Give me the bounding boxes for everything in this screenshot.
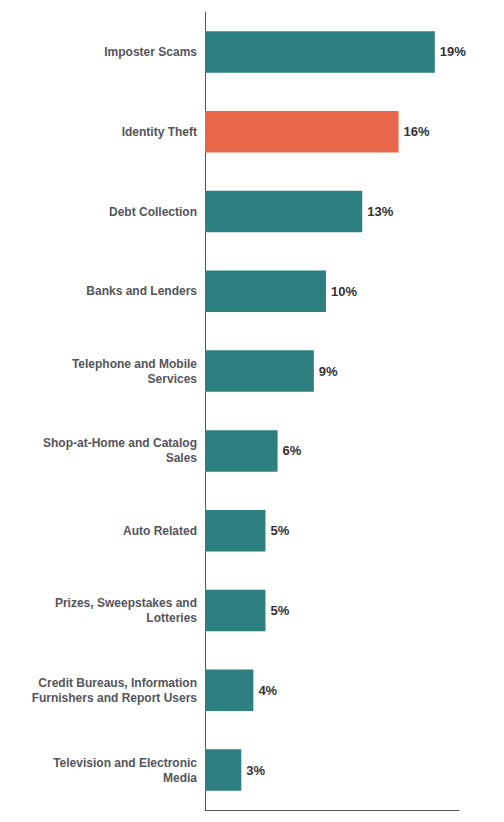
svg-text:Sales: Sales (166, 451, 198, 465)
svg-text:Banks and Lenders: Banks and Lenders (86, 284, 197, 298)
svg-text:4%: 4% (258, 683, 277, 698)
svg-text:9%: 9% (319, 364, 338, 379)
svg-text:6%: 6% (283, 443, 302, 458)
svg-text:Furnishers and Report Users: Furnishers and Report Users (32, 691, 198, 705)
svg-text:Prizes, Sweepstakes and: Prizes, Sweepstakes and (55, 596, 197, 610)
svg-text:Television and Electronic: Television and Electronic (53, 756, 197, 770)
svg-text:Auto Related: Auto Related (123, 524, 197, 538)
svg-text:10%: 10% (331, 284, 357, 299)
svg-text:Imposter Scams: Imposter Scams (104, 45, 197, 59)
svg-text:Telephone and Mobile: Telephone and Mobile (72, 357, 197, 371)
svg-text:Identity Theft: Identity Theft (122, 125, 197, 139)
svg-text:13%: 13% (367, 204, 393, 219)
svg-text:5%: 5% (270, 523, 289, 538)
svg-text:5%: 5% (270, 603, 289, 618)
svg-text:Debt Collection: Debt Collection (109, 205, 197, 219)
svg-text:Media: Media (163, 771, 197, 785)
svg-text:Lotteries: Lotteries (146, 611, 197, 625)
svg-text:16%: 16% (404, 124, 430, 139)
svg-text:Services: Services (148, 372, 198, 386)
svg-text:19%: 19% (440, 44, 466, 59)
svg-text:3%: 3% (246, 763, 265, 778)
svg-text:Shop-at-Home and Catalog: Shop-at-Home and Catalog (43, 436, 197, 450)
svg-text:Credit Bureaus, Information: Credit Bureaus, Information (38, 676, 197, 690)
